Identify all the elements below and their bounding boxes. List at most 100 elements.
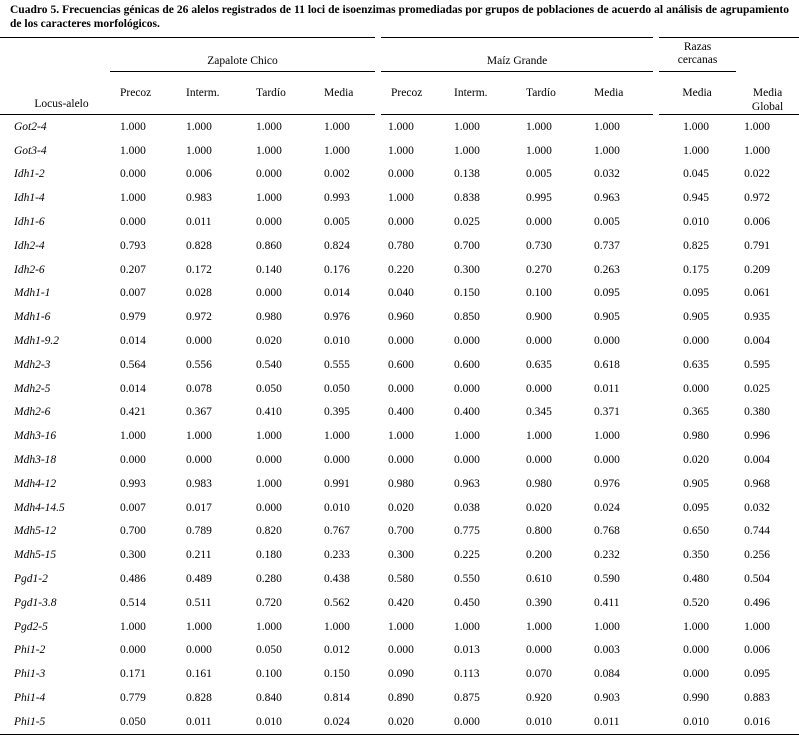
value-cell: 0.438: [324, 573, 350, 586]
value-cell: 0.211: [186, 549, 212, 562]
value-cell: 0.000: [526, 644, 552, 657]
value-cell: 0.011: [176, 709, 246, 735]
value-cell: 0.600: [388, 358, 414, 371]
value-cell: 0.000: [186, 335, 212, 348]
value-cell: 0.256: [744, 549, 770, 562]
value-cell: 0.995: [526, 192, 552, 205]
value-cell: 0.010: [246, 709, 314, 735]
value-cell: 1.000: [120, 192, 146, 205]
value-cell: 0.800: [526, 525, 552, 538]
value-cell: 0.504: [744, 573, 770, 586]
value-cell: 0.232: [594, 549, 620, 562]
value-cell: 0.010: [324, 335, 350, 348]
value-cell: 0.828: [186, 239, 212, 252]
value-cell: 1.000: [186, 120, 212, 133]
table-row: Mdh2-3 0.564 0.556 0.540 0.555 0.600 0.600 0.63…: [0, 353, 799, 377]
table-row: Idh1-2 0.000 0.006 0.000 0.002 0.000 0.138 0.00…: [0, 163, 799, 187]
value-cell: 0.618: [594, 358, 620, 371]
value-cell: 0.040: [388, 287, 414, 300]
value-cell: 0.400: [388, 406, 414, 419]
locus-cell: Mdh1-6: [14, 311, 51, 324]
value-cell: 0.650: [683, 525, 709, 538]
value-cell: 0.000: [388, 168, 414, 181]
value-cell: 0.010: [516, 709, 585, 735]
value-cell: 0.270: [526, 263, 552, 276]
value-cell: 0.220: [388, 263, 414, 276]
value-cell: 0.012: [324, 644, 350, 657]
value-cell: 0.095: [744, 668, 770, 681]
value-cell: 0.000: [526, 335, 552, 348]
value-cell: 0.000: [324, 454, 350, 467]
value-cell: 0.564: [120, 358, 146, 371]
value-cell: 0.838: [454, 192, 480, 205]
value-cell: 0.100: [256, 668, 282, 681]
value-cell: 0.920: [526, 692, 552, 705]
value-cell: 0.890: [388, 692, 414, 705]
value-cell: 0.000: [256, 501, 282, 514]
value-cell: 0.038: [454, 501, 480, 514]
value-cell: 0.963: [594, 192, 620, 205]
value-cell: 0.983: [186, 192, 212, 205]
value-cell: 0.905: [594, 311, 620, 324]
table-row: Mdh3-18 0.000 0.000 0.000 0.000 0.000 0.000 0.0…: [0, 448, 799, 472]
table-row: Idh2-6 0.207 0.172 0.140 0.176 0.220 0.300 0.27…: [0, 258, 799, 282]
value-cell: 0.990: [683, 692, 709, 705]
value-cell: 1.000: [744, 144, 770, 157]
value-cell: 0.903: [594, 692, 620, 705]
value-cell: 0.014: [324, 287, 350, 300]
value-cell: 0.032: [594, 168, 620, 181]
value-cell: 0.020: [526, 501, 552, 514]
value-cell: 0.000: [526, 216, 552, 229]
value-cell: 0.883: [744, 692, 770, 705]
value-cell: 0.996: [744, 430, 770, 443]
value-cell: 0.395: [324, 406, 350, 419]
value-cell: 0.022: [744, 168, 770, 181]
value-cell: 1.000: [186, 620, 212, 633]
value-cell: 0.070: [526, 668, 552, 681]
value-cell: 1.000: [256, 477, 282, 490]
value-cell: 0.972: [744, 192, 770, 205]
value-cell: 0.006: [744, 216, 770, 229]
value-cell: 0.000: [256, 168, 282, 181]
value-cell: 0.600: [454, 358, 480, 371]
table-body: Got2-4 1.000 1.000 1.000 1.000 1.000 1.000 1.00…: [0, 115, 799, 735]
value-cell: 0.000: [388, 216, 414, 229]
value-cell: 0.300: [454, 263, 480, 276]
value-cell: 0.825: [683, 239, 709, 252]
locus-cell: Mdh4-14.5: [14, 501, 65, 514]
value-cell: 0.700: [388, 525, 414, 538]
value-cell: 0.000: [594, 454, 620, 467]
value-cell: 0.789: [186, 525, 212, 538]
value-cell: 0.045: [683, 168, 709, 181]
value-cell: 0.979: [120, 311, 146, 324]
locus-cell: Mdh5-15: [14, 549, 57, 562]
value-cell: 0.050: [324, 382, 350, 395]
value-cell: 0.014: [120, 382, 146, 395]
value-cell: 0.004: [744, 454, 770, 467]
group-header: Maíz Grande: [375, 37, 657, 72]
value-cell: 0.006: [186, 168, 212, 181]
table-row: Phi1-2 0.000 0.000 0.050 0.012 0.000 0.013 0.00…: [0, 639, 799, 663]
value-cell: 0.020: [388, 501, 414, 514]
value-cell: 0.003: [594, 644, 620, 657]
value-cell: 0.175: [683, 263, 709, 276]
value-cell: 0.000: [454, 454, 480, 467]
column-header: Tardío: [246, 71, 314, 115]
locus-cell: Mdh3-16: [14, 430, 57, 443]
value-cell: 0.032: [744, 501, 770, 514]
value-cell: 0.095: [683, 287, 709, 300]
value-cell: 0.180: [256, 549, 282, 562]
value-cell: 0.980: [256, 311, 282, 324]
value-cell: 0.000: [594, 335, 620, 348]
caption: Cuadro 5. Frecuencias génicas de 26 alel…: [10, 4, 789, 30]
value-cell: 0.010: [656, 709, 737, 735]
value-cell: 0.150: [324, 668, 350, 681]
value-cell: 0.991: [324, 477, 350, 490]
value-cell: 0.150: [454, 287, 480, 300]
value-cell: 0.000: [388, 382, 414, 395]
value-cell: 0.000: [454, 335, 480, 348]
value-cell: 1.000: [186, 144, 212, 157]
table-row: Pgd1-3.8 0.514 0.511 0.720 0.562 0.420 0.450 0.…: [0, 591, 799, 615]
group-row: Locus-alelo Zapalote Chico Maíz Grande R…: [0, 37, 799, 115]
value-cell: 0.520: [683, 596, 709, 609]
